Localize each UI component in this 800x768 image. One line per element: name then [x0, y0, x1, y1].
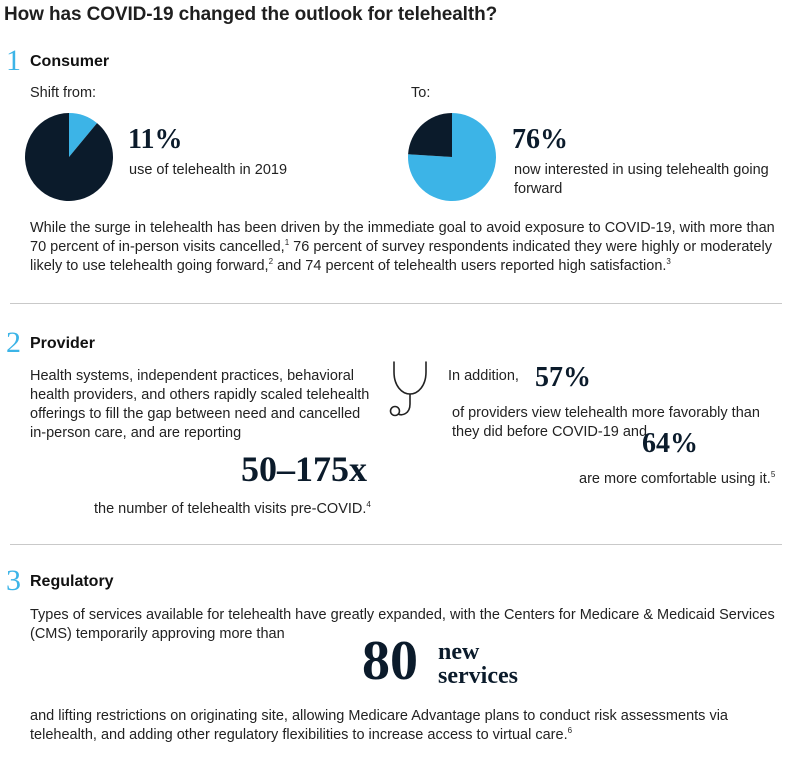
consumer-paragraph: While the surge in telehealth has been d… — [30, 220, 775, 274]
stat-80-word-new: new — [438, 639, 480, 665]
pie-chart-2019 — [24, 113, 113, 201]
section-heading-provider: Provider — [30, 335, 95, 352]
divider-2 — [10, 544, 782, 545]
stat-80-word-services: services — [438, 663, 518, 689]
section-number-1: 1 — [6, 44, 21, 77]
pie-2-slice-1 — [408, 113, 452, 157]
pie-1-slice-0 — [69, 113, 98, 157]
to-label: To: — [411, 85, 431, 101]
section-number-3: 3 — [6, 564, 21, 597]
section-heading-consumer: Consumer — [30, 53, 110, 70]
stat-50-175x: 50–175x — [241, 449, 367, 489]
regulatory-paragraph-2: and lifting restrictions on originating … — [30, 708, 728, 743]
stethoscope-icon — [389, 361, 427, 417]
stat-64-percent: 64% — [642, 428, 698, 459]
stat-64-text: are more comfortable using it.5 — [579, 470, 776, 487]
in-addition-text: In addition, — [448, 368, 519, 384]
shift-from-label: Shift from: — [30, 85, 97, 101]
pie-chart-now — [408, 113, 496, 201]
stat-80: 80 — [362, 630, 418, 692]
stat-76-percent: 76% — [512, 124, 568, 155]
section-number-2: 2 — [6, 326, 21, 359]
pie-1-slice-1 — [24, 113, 113, 201]
stat-11-text: use of telehealth in 2019 — [129, 162, 288, 178]
page-title: How has COVID-19 changed the outlook for… — [4, 4, 498, 25]
stat-76-text: now interested in using telehealth going… — [514, 162, 769, 197]
regulatory-paragraph-1: Types of services available for teleheal… — [30, 607, 775, 642]
section-heading-regulatory: Regulatory — [30, 573, 114, 590]
stat-57-text: of providers view telehealth more favora… — [452, 405, 760, 440]
provider-paragraph: Health systems, independent practices, b… — [30, 368, 370, 441]
stat-11-percent: 11% — [128, 124, 183, 155]
stat-50-175x-text: the number of telehealth visits pre-COVI… — [94, 500, 371, 517]
stat-57-percent: 57% — [535, 362, 591, 393]
divider-1 — [10, 303, 782, 304]
